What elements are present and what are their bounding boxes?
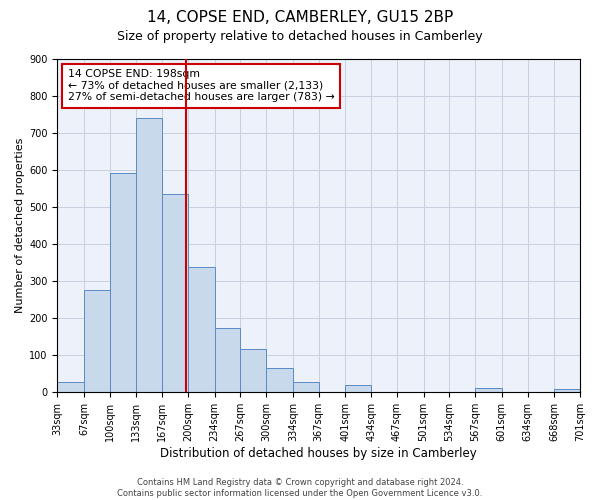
Bar <box>162 194 188 392</box>
Bar <box>345 385 371 392</box>
Bar <box>554 390 580 392</box>
Text: 14, COPSE END, CAMBERLEY, GU15 2BP: 14, COPSE END, CAMBERLEY, GU15 2BP <box>147 10 453 25</box>
Text: 14 COPSE END: 198sqm
← 73% of detached houses are smaller (2,133)
27% of semi-de: 14 COPSE END: 198sqm ← 73% of detached h… <box>68 69 335 102</box>
Bar <box>110 172 136 392</box>
Bar <box>136 118 162 392</box>
Bar <box>475 388 502 392</box>
Bar <box>241 348 266 393</box>
Bar <box>293 382 319 392</box>
Bar <box>188 267 215 392</box>
Y-axis label: Number of detached properties: Number of detached properties <box>15 138 25 314</box>
Text: Size of property relative to detached houses in Camberley: Size of property relative to detached ho… <box>117 30 483 43</box>
Bar <box>215 328 241 392</box>
Bar <box>58 382 84 392</box>
Bar <box>266 368 293 392</box>
Bar <box>84 290 110 392</box>
X-axis label: Distribution of detached houses by size in Camberley: Distribution of detached houses by size … <box>160 447 477 460</box>
Text: Contains HM Land Registry data © Crown copyright and database right 2024.
Contai: Contains HM Land Registry data © Crown c… <box>118 478 482 498</box>
